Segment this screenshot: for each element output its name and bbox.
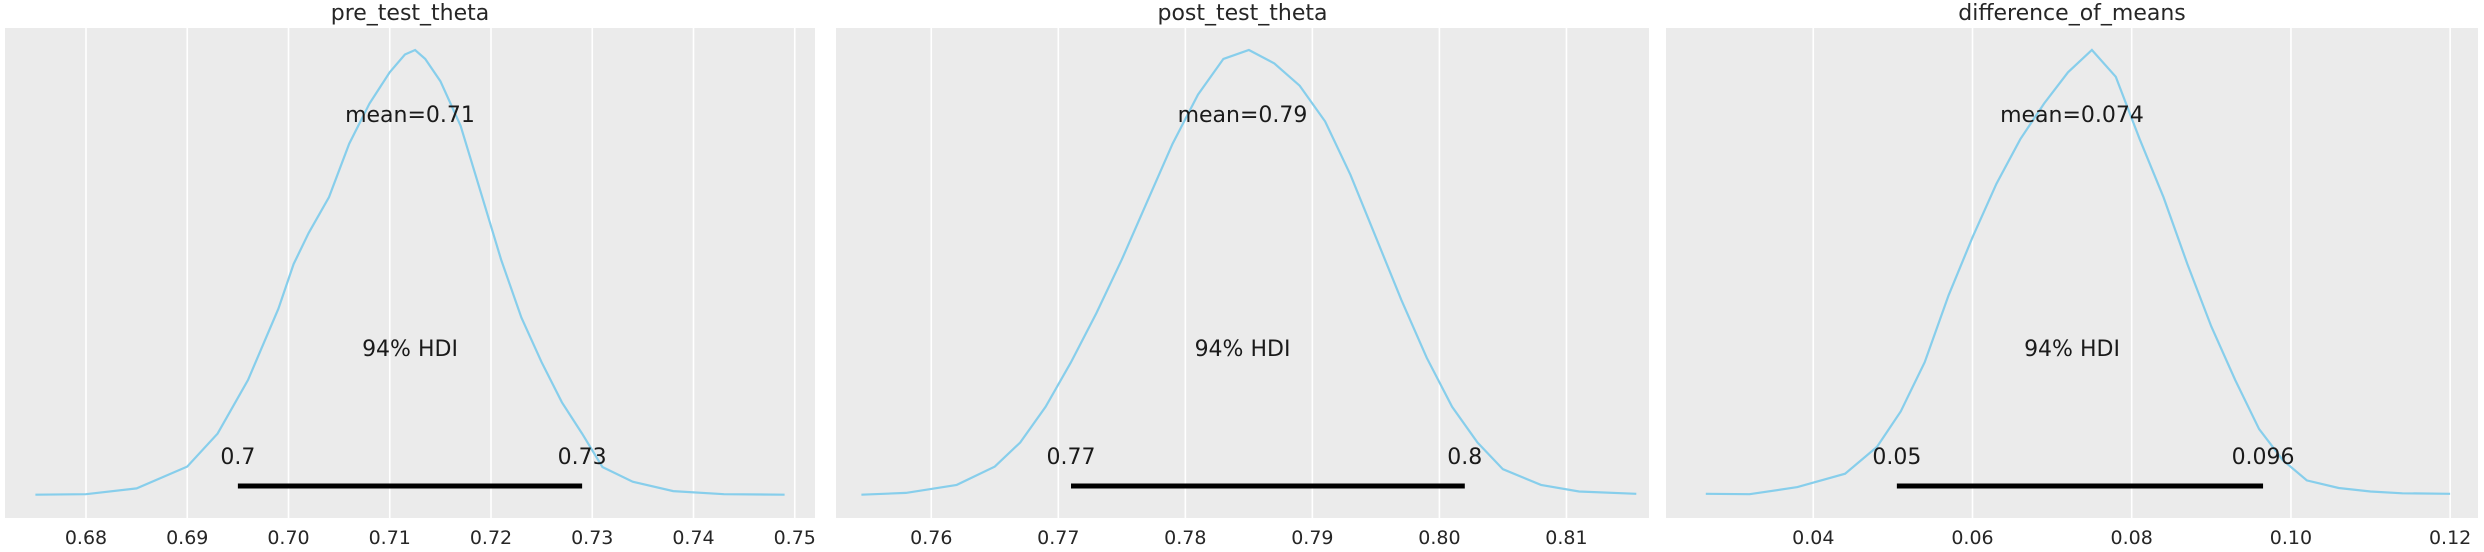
x-tick-label: 0.04 (1792, 527, 1834, 549)
x-tick-label: 0.08 (2111, 527, 2153, 549)
x-tick-label: 0.10 (2270, 527, 2312, 549)
x-tick-label: 0.81 (1545, 527, 1587, 549)
x-tick-label: 0.78 (1164, 527, 1206, 549)
posterior-density-curve (1705, 48, 2451, 496)
hdi-low-label: 0.7 (220, 445, 255, 470)
mean-label: mean=0.71 (345, 103, 475, 128)
x-tick-label: 0.75 (774, 527, 816, 549)
panel-title: difference_of_means (1958, 1, 2186, 26)
x-tick-label: 0.74 (672, 527, 714, 549)
plot-area (5, 28, 815, 518)
hdi-label: 94% HDI (2024, 337, 2120, 362)
x-tick-label: 0.77 (1037, 527, 1079, 549)
x-tick-label: 0.12 (2429, 527, 2471, 549)
x-tick-label: 0.79 (1291, 527, 1333, 549)
panel-title: post_test_theta (1158, 1, 1328, 26)
x-tick-label: 0.72 (470, 527, 512, 549)
panel-pre-test-theta: pre_test_theta mean=0.71 94% HDI 0.7 0.73 0.6… (5, 1, 816, 549)
posterior-density-curve (861, 48, 1637, 496)
plot-area (836, 28, 1649, 518)
panel-post-test-theta: post_test_theta mean=0.79 94% HDI 0.77 0.8 0.… (836, 1, 1649, 549)
x-tick-label: 0.70 (267, 527, 309, 549)
hdi-high-label: 0.096 (2232, 445, 2295, 470)
mean-label: mean=0.074 (2000, 103, 2144, 128)
x-tick-label: 0.80 (1418, 527, 1460, 549)
hdi-high-label: 0.73 (558, 445, 607, 470)
x-tick-label: 0.73 (571, 527, 613, 549)
hdi-label: 94% HDI (1195, 337, 1291, 362)
hdi-low-label: 0.05 (1872, 445, 1921, 470)
panel-difference-of-means: difference_of_means mean=0.074 94% HDI 0.05… (1666, 1, 2478, 549)
x-tick-label: 0.69 (166, 527, 208, 549)
hdi-low-label: 0.77 (1047, 445, 1096, 470)
x-tick-label: 0.71 (369, 527, 411, 549)
posterior-density-curve (35, 48, 785, 496)
mean-label: mean=0.79 (1178, 103, 1308, 128)
x-tick-label: 0.76 (910, 527, 952, 549)
hdi-high-label: 0.8 (1447, 445, 1482, 470)
x-tick-label: 0.06 (1951, 527, 1993, 549)
plot-area (1666, 28, 2478, 518)
panel-title: pre_test_theta (331, 1, 490, 26)
hdi-label: 94% HDI (362, 337, 458, 362)
x-tick-label: 0.68 (65, 527, 107, 549)
